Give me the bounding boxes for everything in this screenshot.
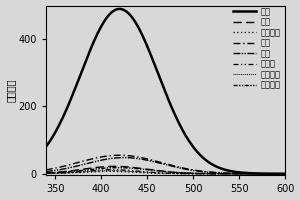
正己烷 (56, 172, 60, 174)
乙酸乙酯 (156, 170, 160, 172)
乙酸乙酯 (163, 170, 166, 173)
正己烷 (236, 173, 240, 175)
乙醇 (163, 170, 166, 173)
Line: 乙醇: 乙醇 (46, 166, 290, 174)
丙酮 (118, 154, 121, 156)
Line: 二氯甲烷: 二氯甲烷 (46, 171, 290, 174)
二氯甲烷 (56, 172, 60, 175)
甲醇 (44, 146, 48, 148)
乙酸乙酯 (281, 173, 285, 175)
二氯甲烷 (44, 172, 48, 175)
四氢呋喃 (163, 172, 166, 174)
Line: 乙腈: 乙腈 (46, 158, 290, 174)
甲醇 (163, 89, 166, 91)
丙酮 (56, 166, 60, 169)
乙腈 (163, 163, 166, 166)
乙酸乙酯 (56, 171, 60, 174)
四氢呋喃 (281, 173, 285, 175)
丙酮 (156, 161, 160, 163)
四氢呋喃 (236, 173, 240, 175)
Line: 丙酮: 丙酮 (46, 155, 290, 174)
乙腈 (156, 162, 160, 164)
Line: 甲醇: 甲醇 (46, 9, 290, 174)
乙醇 (236, 173, 240, 175)
四氢呋喃 (56, 172, 60, 174)
Line: 四氢呋喃: 四氢呋喃 (46, 171, 290, 174)
丙酮 (288, 173, 292, 175)
乙腈 (56, 169, 60, 171)
乙腈 (44, 170, 48, 173)
乙腈 (236, 172, 240, 175)
正己烷 (281, 173, 285, 175)
乙酸乙酯 (116, 166, 119, 169)
二氯甲烷 (288, 173, 292, 175)
正己烷 (156, 172, 160, 174)
乙醇 (288, 173, 292, 175)
甲醇 (236, 171, 240, 173)
乙醇 (44, 172, 48, 174)
四氢呋喃 (156, 172, 160, 174)
丙酮 (281, 173, 285, 175)
甲醇 (56, 125, 60, 128)
正己烷 (163, 172, 166, 174)
正己烷 (281, 173, 285, 175)
乙醇 (156, 170, 160, 172)
正己烷 (288, 173, 292, 175)
乙腈 (288, 173, 292, 175)
四氢呋喃 (281, 173, 285, 175)
乙腈 (281, 173, 285, 175)
四氢呋喃 (44, 172, 48, 175)
Line: 正己烷: 正己烷 (46, 170, 290, 174)
二氯甲烷 (107, 170, 110, 173)
甲醇 (281, 173, 285, 175)
乙腈 (281, 173, 285, 175)
二氯甲烷 (163, 172, 166, 175)
丙酮 (281, 173, 285, 175)
二氯甲烷 (281, 173, 285, 175)
正己烷 (44, 172, 48, 175)
乙酸乙酯 (236, 173, 240, 175)
甲醇 (288, 173, 292, 175)
Y-axis label: 荧光强度: 荧光强度 (6, 79, 16, 102)
乙醇 (56, 171, 60, 173)
乙醇 (281, 173, 285, 175)
丙酮 (44, 169, 48, 171)
乙酸乙酯 (281, 173, 285, 175)
二氯甲烷 (281, 173, 285, 175)
丙酮 (236, 172, 240, 175)
乙腈 (122, 156, 126, 159)
二氯甲烷 (236, 173, 240, 175)
二氯甲烷 (156, 172, 160, 175)
丙酮 (163, 162, 166, 165)
乙醇 (113, 165, 117, 168)
乙醇 (281, 173, 285, 175)
Line: 乙酸乙酯: 乙酸乙酯 (46, 168, 290, 174)
乙酸乙酯 (288, 173, 292, 175)
四氢呋喃 (288, 173, 292, 175)
四氢呋喃 (109, 170, 112, 172)
正己烷 (110, 168, 114, 171)
甲醇 (118, 8, 121, 10)
乙酸乙酯 (44, 172, 48, 174)
甲醇 (281, 173, 285, 175)
甲醇 (156, 72, 160, 75)
Legend: 甲醇, 乙醇, 二氯甲烷, 丙酮, 乙腈, 正己烷, 四氢呋喃, 乙酸乙酯: 甲醇, 乙醇, 二氯甲烷, 丙酮, 乙腈, 正己烷, 四氢呋喃, 乙酸乙酯 (232, 6, 281, 90)
